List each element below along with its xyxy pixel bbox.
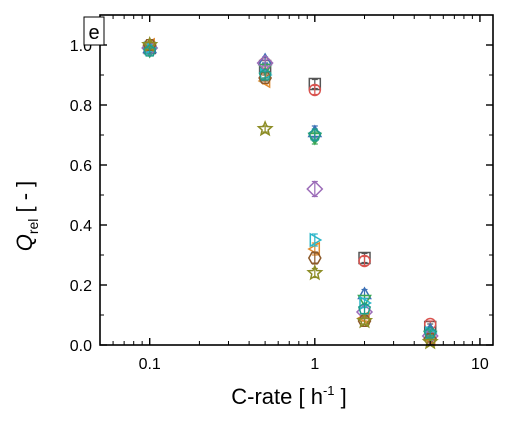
data-point <box>358 254 371 268</box>
data-point <box>308 83 322 97</box>
data-point <box>356 312 374 329</box>
data-point <box>306 180 324 198</box>
series-circle <box>143 41 437 331</box>
data-point <box>309 232 323 248</box>
y-tick-label: 0.2 <box>70 278 92 295</box>
y-tick-label: 0.0 <box>70 338 92 355</box>
x-tick-label: 10 <box>471 356 489 373</box>
data-point <box>256 120 274 137</box>
panel-tag: e <box>88 22 99 44</box>
data-point <box>256 54 274 72</box>
data-point <box>258 68 272 81</box>
series-triangle-up <box>142 40 438 336</box>
data-point <box>258 72 272 84</box>
y-axis-title: Qrel [ - ] <box>12 181 41 252</box>
series-square <box>143 41 437 334</box>
series-triangle-left <box>142 37 436 347</box>
plot-frame <box>99 14 494 346</box>
x-tick-label: 1 <box>310 356 319 373</box>
panel-tag-box <box>83 16 105 46</box>
data-point <box>357 302 372 315</box>
data-point <box>423 326 437 339</box>
y-tick-label: 0.8 <box>70 98 92 115</box>
x-tick-label: 0.1 <box>139 356 161 373</box>
y-tick-label: 0.6 <box>70 158 92 175</box>
series-triangle-down <box>142 45 438 344</box>
data-point <box>306 264 324 281</box>
y-tick-label: 0.4 <box>70 218 92 235</box>
x-axis-title: C-rate [ h-1 ] <box>231 383 347 409</box>
data-point <box>143 44 157 57</box>
data-marks <box>141 36 439 350</box>
series-hexagon <box>142 39 438 345</box>
data-point <box>308 128 322 141</box>
series-star <box>141 36 439 350</box>
data-point <box>359 295 372 311</box>
series-triangle-right <box>144 40 438 341</box>
data-point <box>307 252 322 264</box>
series-pentagon <box>143 44 437 339</box>
series-diamond <box>141 39 439 345</box>
